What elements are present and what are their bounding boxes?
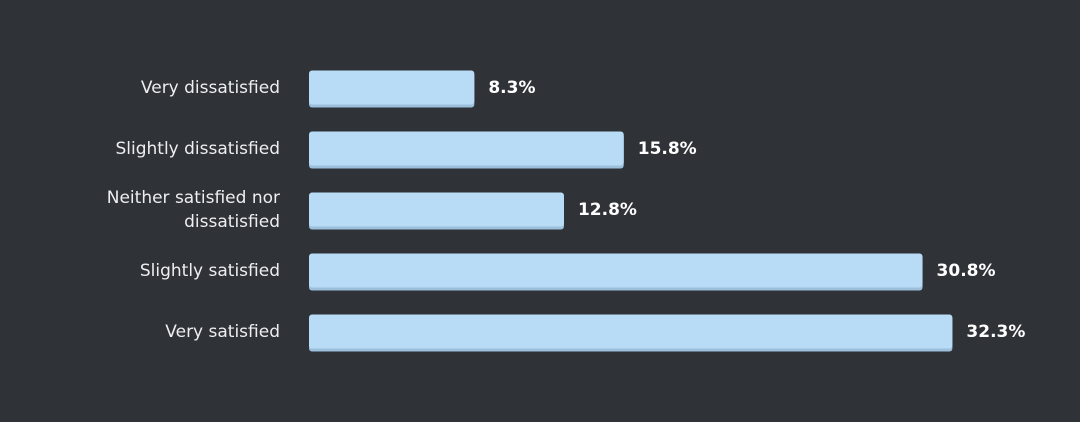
value-label: 30.8% (937, 261, 996, 281)
value-label: 15.8% (638, 139, 697, 159)
bar-2 (309, 131, 624, 166)
bar-3 (309, 192, 564, 227)
category-label: Very satisfied (165, 322, 280, 342)
bar-4 (309, 253, 923, 288)
bar-1 (309, 70, 475, 105)
category-label: Very dissatisfied (141, 78, 280, 98)
value-label: 8.3% (488, 78, 535, 98)
bar-5 (309, 314, 953, 349)
value-label: 12.8% (578, 200, 637, 220)
category-label: Slightly satisfied (140, 261, 280, 281)
value-label: 32.3% (966, 322, 1025, 342)
bars-group: Very dissatisfied 8.3% Slightly dissatisfi… (107, 70, 1025, 352)
category-label: Neither satisfied nor dissatisfied (107, 188, 280, 232)
category-label: Slightly dissatisfied (115, 139, 280, 159)
